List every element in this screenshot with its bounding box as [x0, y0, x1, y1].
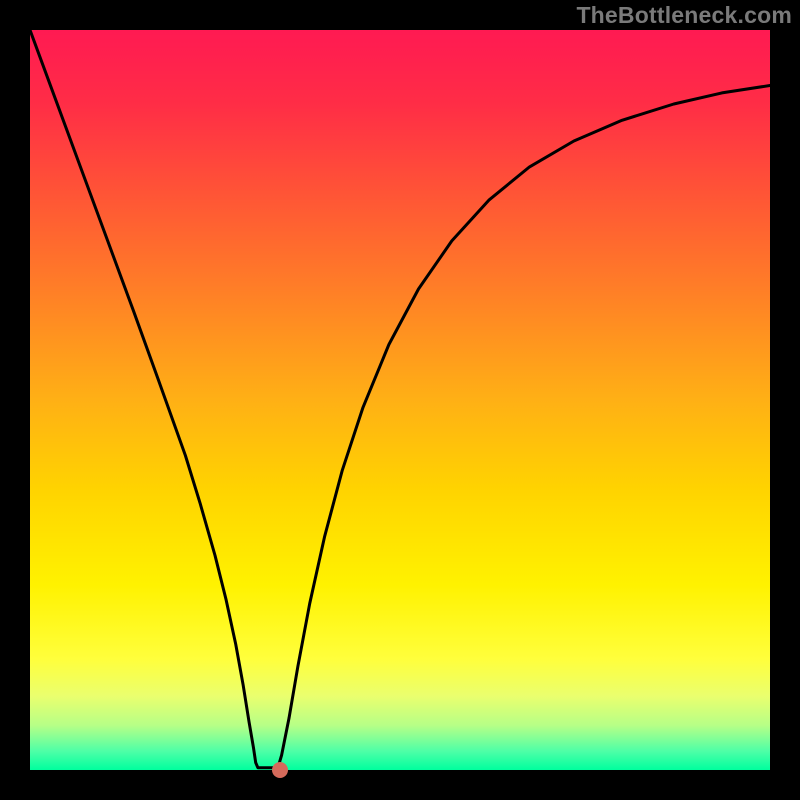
optimal-point-marker	[272, 762, 288, 778]
gradient-background	[30, 30, 770, 770]
plot-svg	[30, 30, 770, 770]
watermark-label: TheBottleneck.com	[576, 2, 792, 29]
chart-frame: TheBottleneck.com	[0, 0, 800, 800]
plot-area	[30, 30, 770, 770]
